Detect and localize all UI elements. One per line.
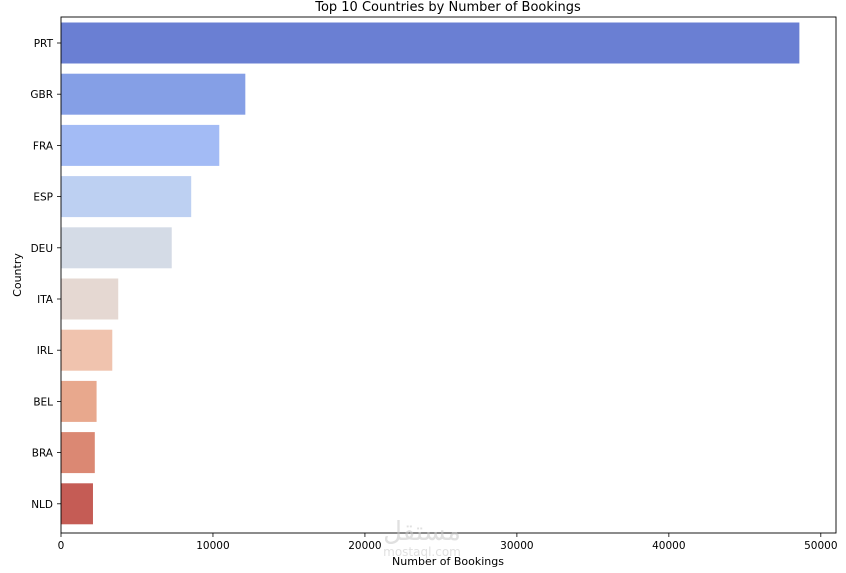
bar-ita: [61, 278, 119, 320]
bar-bra: [61, 432, 95, 474]
x-tick-label: 20000: [348, 540, 381, 552]
y-axis-ticks: PRT GBR FRA ESP DEU ITA IRL BEL BRA NLD: [30, 38, 61, 511]
x-tick-label: 40000: [652, 540, 685, 552]
bar-bel: [61, 380, 97, 422]
bars-group: [61, 22, 800, 525]
x-tick-label: 0: [58, 540, 65, 552]
watermark-logo-text: مستقل: [383, 517, 461, 547]
x-axis-ticks: 0 10000 20000 30000 40000 50000: [58, 533, 838, 552]
y-tick-label: PRT: [34, 38, 54, 50]
bar-nld: [61, 483, 93, 525]
watermark-url: mostaql.com: [383, 545, 461, 559]
y-tick-label: BRA: [32, 448, 54, 460]
x-tick-label: 50000: [804, 540, 837, 552]
chart-title: Top 10 Countries by Number of Bookings: [314, 0, 581, 15]
bar-prt: [61, 22, 800, 64]
y-tick-label: NLD: [31, 499, 53, 511]
y-tick-label: FRA: [33, 140, 54, 152]
y-tick-label: ESP: [33, 192, 53, 204]
y-tick-label: DEU: [31, 243, 53, 255]
y-axis-label: Country: [11, 253, 24, 297]
y-tick-label: IRL: [37, 345, 53, 357]
watermark: مستقل mostaql.com: [383, 517, 461, 559]
y-tick-label: ITA: [37, 294, 54, 306]
bar-gbr: [61, 73, 246, 115]
bar-fra: [61, 124, 220, 166]
x-axis-label: Number of Bookings: [392, 555, 504, 568]
y-tick-label: GBR: [30, 89, 53, 101]
bar-irl: [61, 329, 113, 371]
plot-frame: [60, 16, 837, 534]
x-tick-label: 10000: [196, 540, 229, 552]
bar-deu: [61, 227, 172, 269]
y-tick-label: BEL: [33, 396, 53, 408]
bar-esp: [61, 176, 192, 218]
x-tick-label: 30000: [500, 540, 533, 552]
